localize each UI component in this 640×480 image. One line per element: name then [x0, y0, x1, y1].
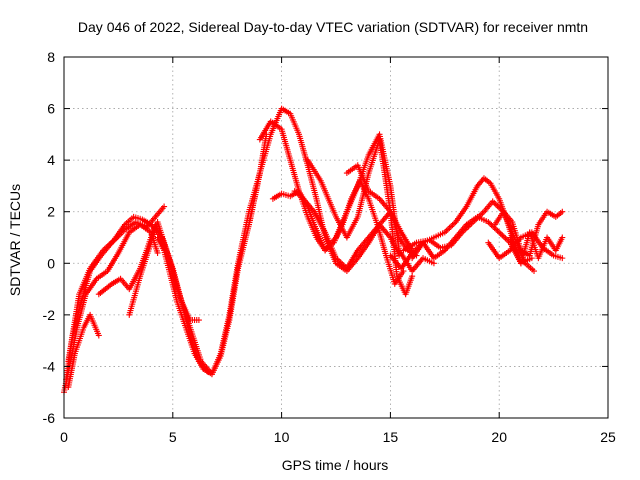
- x-tick-label: 10: [274, 429, 290, 445]
- x-tick-label: 25: [600, 429, 616, 445]
- series-markers: [65, 311, 102, 391]
- plot-frame: [63, 56, 609, 419]
- y-axis-label: SDTVAR / TECUs: [7, 184, 23, 296]
- x-tick-label: 5: [169, 429, 177, 445]
- y-tick-label: 0: [47, 255, 55, 271]
- series-track-3: [65, 311, 102, 391]
- series-markers: [154, 170, 263, 378]
- series-track-13: [343, 162, 416, 254]
- chart-title: Day 046 of 2022, Sidereal Day-to-day VTE…: [78, 19, 588, 35]
- y-tick-label: 6: [47, 101, 55, 117]
- x-axis-label: GPS time / hours: [282, 457, 389, 473]
- y-tick-label: 2: [47, 204, 55, 220]
- y-tick-label: 4: [47, 152, 55, 168]
- x-tick-label: 15: [383, 429, 399, 445]
- y-tick-label: 8: [47, 49, 55, 65]
- series-track-7: [154, 170, 263, 378]
- series-markers: [507, 229, 566, 267]
- axis-ticks: 0 5 10 15 20 25 -6 -4 -2 0 2 4 6 8: [43, 49, 616, 445]
- series-track-12: [304, 136, 416, 298]
- data-series: [61, 105, 566, 396]
- x-tick-label: 20: [491, 429, 507, 445]
- series-markers: [126, 219, 202, 324]
- y-tick-label: -4: [43, 358, 56, 374]
- y-tick-label: -2: [43, 307, 56, 323]
- series-track-6: [126, 219, 202, 324]
- series-markers: [343, 162, 416, 254]
- x-tick-label: 0: [60, 429, 68, 445]
- series-markers: [304, 136, 416, 298]
- y-tick-label: -6: [43, 410, 56, 426]
- series-track-19: [507, 229, 566, 267]
